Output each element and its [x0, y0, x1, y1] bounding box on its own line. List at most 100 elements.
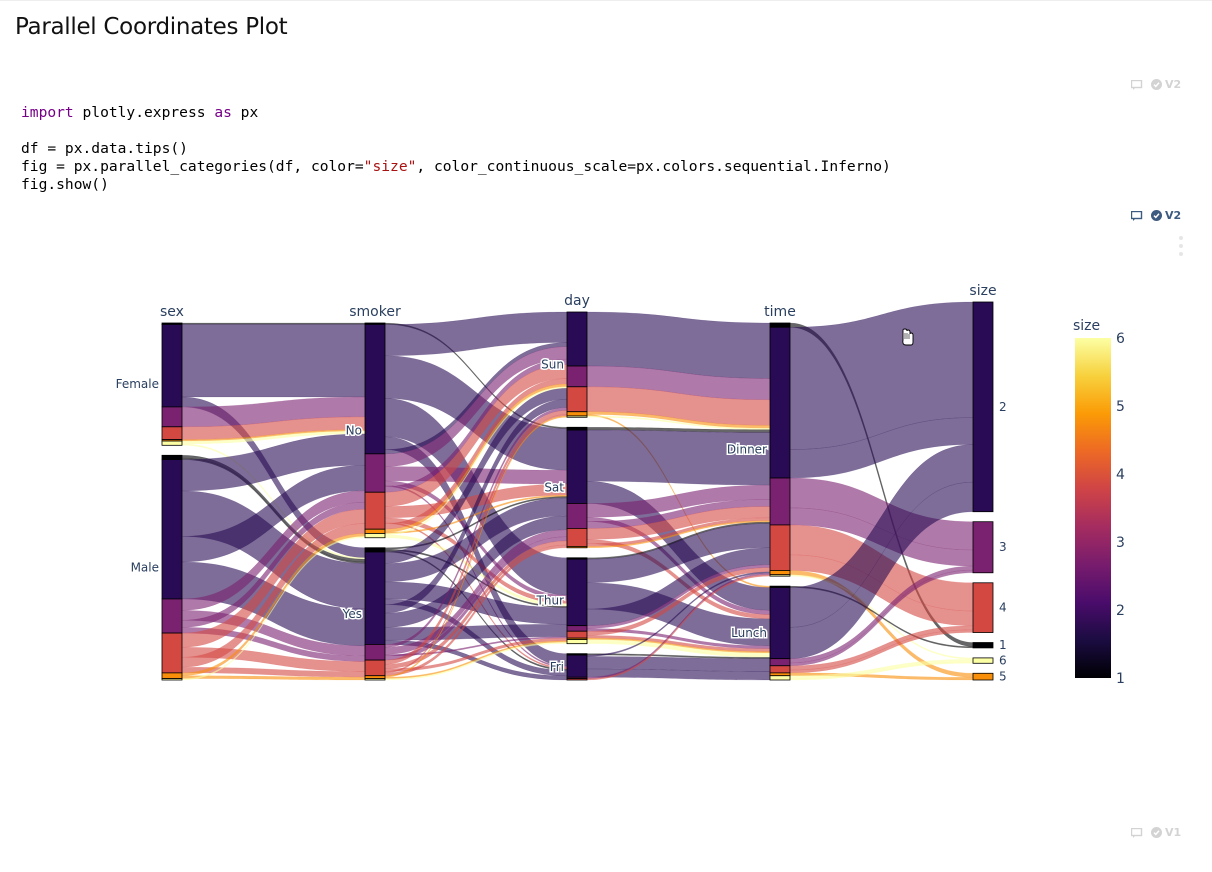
category-label-size-2[interactable]: 2 — [999, 400, 1007, 414]
version-label: V2 — [1165, 78, 1182, 91]
category-bar-segment-time-dinner-size-1[interactable] — [769, 322, 791, 328]
category-bar-segment-smoker-no-size-6[interactable] — [364, 533, 386, 539]
dimension-label-size[interactable]: size — [969, 283, 996, 299]
category-label-size-6[interactable]: 6 — [999, 654, 1007, 668]
category-bar-segment-smoker-yes-size-3[interactable] — [364, 644, 386, 661]
category-bar-segment-smoker-no-size-4[interactable] — [364, 491, 386, 530]
category-bar-segment-day-sat-size-3[interactable] — [566, 503, 588, 529]
code-cell[interactable]: import plotly.express as px df = px.data… — [21, 104, 891, 194]
category-label-time-lunch[interactable]: Lunch — [730, 625, 769, 642]
category-bar-segment-day-thur-size-2[interactable] — [566, 558, 588, 627]
category-bar-segment-smoker-yes-size-5[interactable] — [364, 675, 386, 679]
category-bar-segment-day-sat-size-1[interactable] — [566, 426, 588, 431]
ribbon-size-2[interactable] — [586, 429, 771, 486]
colorbar-title: size — [1073, 318, 1100, 334]
category-label-time-dinner[interactable]: Dinner — [725, 441, 768, 458]
category-bar-segment-day-sun-size-6[interactable] — [566, 415, 588, 418]
category-bar-segment-smoker-yes-size-2[interactable] — [364, 551, 386, 645]
category-bar-segment-time-dinner-size-4[interactable] — [769, 524, 791, 571]
category-bar-segment-smoker-yes-size-6[interactable] — [364, 678, 386, 681]
ribbon-size-2[interactable] — [181, 324, 366, 398]
colorbar-tick-1: 1 — [1116, 671, 1125, 687]
category-label-size-5[interactable]: 5 — [999, 670, 1007, 684]
category-bar-segment-day-thur-size-4[interactable] — [566, 630, 588, 639]
category-bar-segment-time-dinner-size-6[interactable] — [769, 574, 791, 577]
category-bar-segment-sex-female-size-4[interactable] — [161, 426, 183, 441]
category-label-size-1[interactable]: 1 — [999, 638, 1007, 652]
comment-icon[interactable] — [1131, 79, 1143, 90]
dimension-label-day[interactable]: day — [564, 293, 590, 309]
category-bar-segment-time-lunch-size-3[interactable] — [769, 658, 791, 667]
category-bar-segment-time-lunch-size-6[interactable] — [769, 675, 791, 681]
colorbar-tick-4: 4 — [1116, 467, 1125, 483]
category-bar-segment-day-fri-size-4[interactable] — [566, 678, 588, 681]
category-bar-segment-day-thur-size-6[interactable] — [566, 639, 588, 645]
category-bar-segment-smoker-no-size-3[interactable] — [364, 453, 386, 493]
category-bar-segment-smoker-no-size-5[interactable] — [364, 528, 386, 534]
category-bar-segment-size-5-size-5[interactable] — [972, 672, 994, 681]
category-bar-segment-sex-male-size-4[interactable] — [161, 632, 183, 674]
category-label-smoker-yes[interactable]: Yes — [340, 605, 363, 622]
dimension-label-smoker[interactable]: smoker — [349, 304, 401, 320]
category-bar-segment-sex-female-size-3[interactable] — [161, 406, 183, 428]
category-bar-segment-day-sun-size-3[interactable] — [566, 365, 588, 388]
category-bar-segment-time-dinner-size-3[interactable] — [769, 477, 791, 526]
category-bar-segment-size-3-size-3[interactable] — [972, 521, 994, 574]
category-bar-segment-sex-female-size-6[interactable] — [161, 440, 183, 446]
comment-icon[interactable] — [1131, 827, 1143, 838]
category-bar-segment-time-lunch-size-2[interactable] — [769, 587, 791, 660]
category-bar-segment-sex-male-size-5[interactable] — [161, 672, 183, 679]
category-bar-segment-smoker-no-size-2[interactable] — [364, 324, 386, 455]
category-bar-segment-time-lunch-size-4[interactable] — [769, 665, 791, 674]
category-bar-segment-size-2-size-2[interactable] — [972, 301, 994, 513]
category-bar-segment-smoker-yes-size-1[interactable] — [364, 547, 386, 553]
dimension-label-time[interactable]: time — [764, 304, 796, 320]
category-label-size-3[interactable]: 3 — [999, 540, 1007, 554]
category-bar-segment-sex-male-size-6[interactable] — [161, 678, 183, 681]
dimension-label-sex[interactable]: sex — [160, 304, 184, 320]
category-bar-segment-day-fri-size-2[interactable] — [566, 654, 588, 678]
comment-icon[interactable] — [1131, 210, 1143, 221]
category-label-smoker-no[interactable]: No — [344, 422, 363, 439]
colorbar-tick-2: 2 — [1116, 603, 1125, 619]
category-bar-segment-time-dinner-size-5[interactable] — [769, 570, 791, 576]
category-bar-segment-day-sun-size-4[interactable] — [566, 386, 588, 413]
label-layer: sex Female Male smoker No Yes day Sun Sat Thur Fri… — [114, 283, 1007, 684]
category-bar-segment-sex-male-size-2[interactable] — [161, 459, 183, 600]
category-bar-segment-day-sat-size-4[interactable] — [566, 528, 588, 547]
category-bar-segment-day-thur-size-3[interactable] — [566, 625, 588, 632]
check-circle-icon — [1151, 210, 1162, 221]
version-badge[interactable]: V1 — [1151, 826, 1181, 839]
category-bar-segment-size-4-size-4[interactable] — [972, 582, 994, 633]
category-label-day-sat[interactable]: Sat — [543, 479, 566, 496]
code-line-4-after: , color_continuous_scale=px.colors.seque… — [416, 158, 891, 175]
cell-toolbar-middle: V2 — [1131, 209, 1181, 222]
category-bar-segment-smoker-yes-size-4[interactable] — [364, 659, 386, 677]
category-label-sex-male[interactable]: Male — [129, 559, 160, 576]
version-badge[interactable]: V2 — [1151, 209, 1181, 222]
category-bar-segment-time-dinner-size-2[interactable] — [769, 326, 791, 479]
category-bar-segment-size-6-size-6[interactable] — [972, 657, 994, 664]
version-badge[interactable]: V2 — [1151, 78, 1181, 91]
category-label-sex-female[interactable]: Female — [114, 376, 160, 393]
module-alias: px — [231, 104, 259, 121]
hand-cursor-icon — [902, 328, 914, 346]
colorbar-tick-5: 5 — [1116, 399, 1125, 415]
category-bar-segment-sex-female-size-2[interactable] — [161, 324, 183, 408]
category-bar-segment-day-sat-size-5[interactable] — [566, 546, 588, 549]
kebab-menu-icon[interactable] — [1178, 236, 1184, 258]
category-bar-segment-day-sat-size-2[interactable] — [566, 429, 588, 504]
check-circle-icon — [1151, 827, 1162, 838]
code-line-4-before: fig = px.parallel_categories(df, color= — [21, 158, 364, 175]
category-bar-segment-size-1-size-1[interactable] — [972, 642, 994, 649]
category-bar-segment-day-sun-size-5[interactable] — [566, 411, 588, 417]
category-bar-segment-sex-male-size-3[interactable] — [161, 598, 183, 634]
category-bar-segment-day-sun-size-2[interactable] — [566, 311, 588, 367]
category-bar-segment-sex-male-size-1[interactable] — [161, 454, 183, 460]
category-label-size-4[interactable]: 4 — [999, 601, 1007, 615]
category-label-day-sun[interactable]: Sun — [540, 356, 566, 373]
category-bar-segment-time-lunch-size-5[interactable] — [769, 672, 791, 677]
category-label-day-fri[interactable]: Fri — [548, 658, 565, 675]
category-label-day-thur[interactable]: Thur — [534, 592, 566, 609]
